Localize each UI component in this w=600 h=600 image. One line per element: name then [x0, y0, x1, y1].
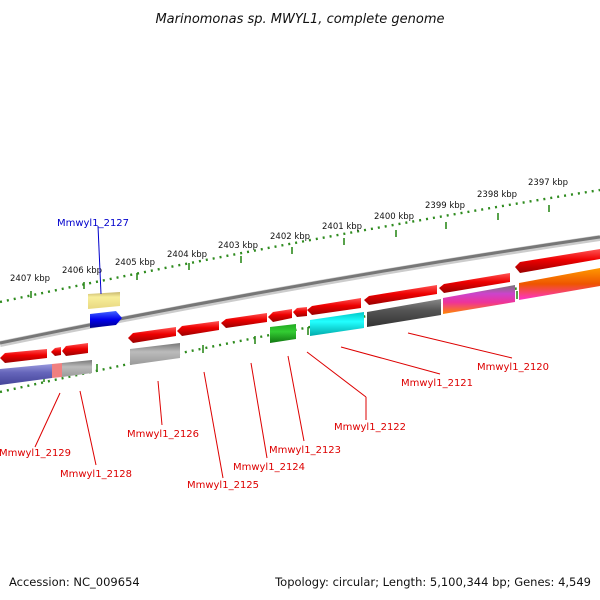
- gene-feature-2129[interactable]: [0, 349, 47, 363]
- position-ruler: [0, 188, 600, 304]
- gene-feature-2128[interactable]: [62, 343, 88, 356]
- gene-feature-2126[interactable]: [128, 327, 176, 343]
- gene-feature-2123[interactable]: [268, 309, 292, 322]
- gene-feature-2125[interactable]: [177, 321, 219, 336]
- domain-bar-gray: [130, 343, 180, 365]
- gene-label-2126[interactable]: Mmwyl1_2126: [127, 429, 199, 440]
- gene-label-2124[interactable]: Mmwyl1_2124: [233, 462, 305, 473]
- kbp-label: 2407 kbp: [10, 274, 50, 284]
- gene-label-2129[interactable]: Mmwyl1_2129: [0, 448, 71, 459]
- gene-feature-2127-yellow[interactable]: [88, 292, 120, 309]
- domain-bar-purple: [0, 364, 52, 385]
- kbp-label: 2398 kbp: [477, 190, 517, 200]
- gene-feature-2120[interactable]: [439, 273, 510, 293]
- gene-label-2123[interactable]: Mmwyl1_2123: [269, 445, 341, 456]
- kbp-label: 2406 kbp: [62, 266, 102, 276]
- kbp-label: 2397 kbp: [528, 178, 568, 188]
- gene-feature[interactable]: [51, 347, 61, 356]
- kbp-label: 2400 kbp: [374, 212, 414, 222]
- cds-track: [0, 249, 600, 363]
- domain-bar-green: [270, 324, 296, 343]
- kbp-label: 2401 kbp: [322, 222, 362, 232]
- page-title: Marinomonas sp. MWYL1, complete genome: [155, 12, 444, 27]
- kbp-label: 2403 kbp: [218, 241, 258, 251]
- label-leaders: [34, 225, 513, 479]
- gene-feature-2124[interactable]: [221, 313, 267, 328]
- gene-label-2122[interactable]: Mmwyl1_2122: [334, 422, 406, 433]
- domain-bar-pink: [52, 363, 62, 378]
- domain-bar-dark: [367, 299, 441, 327]
- gene-feature-2127[interactable]: [90, 311, 122, 328]
- annotation-track: [0, 268, 600, 385]
- domain-bar-multi: [519, 268, 600, 300]
- domain-bar-multi: [443, 285, 515, 314]
- gene-label-2120[interactable]: Mmwyl1_2120: [477, 362, 549, 373]
- gene-feature-2122[interactable]: [307, 298, 361, 315]
- gene-label-2128[interactable]: Mmwyl1_2128: [60, 469, 132, 480]
- gene-feature[interactable]: [515, 249, 600, 273]
- kbp-label: 2402 kbp: [270, 232, 310, 242]
- gene-labels: Mmwyl1_2127 Mmwyl1_2129 Mmwyl1_2128 Mmwy…: [0, 218, 549, 491]
- outer-feature-track: [88, 292, 122, 328]
- gene-label-2127[interactable]: Mmwyl1_2127: [57, 218, 129, 229]
- kbp-label: 2399 kbp: [425, 201, 465, 211]
- gene-label-2125[interactable]: Mmwyl1_2125: [187, 480, 259, 491]
- gene-feature-2121[interactable]: [364, 285, 437, 305]
- gene-label-2121[interactable]: Mmwyl1_2121: [401, 378, 473, 389]
- kbp-label: 2404 kbp: [167, 250, 207, 260]
- domain-bar-cyan: [310, 312, 364, 336]
- gene-feature[interactable]: [293, 307, 307, 317]
- domain-bar-gray: [62, 360, 92, 377]
- genome-backbone: [0, 235, 600, 347]
- accession-text: Accession: NC_009654: [9, 575, 140, 589]
- topology-text: Topology: circular; Length: 5,100,344 bp…: [274, 575, 591, 589]
- kbp-label: 2405 kbp: [115, 258, 155, 268]
- kbp-labels: 2407 kbp 2406 kbp 2405 kbp 2404 kbp 2403…: [10, 178, 568, 284]
